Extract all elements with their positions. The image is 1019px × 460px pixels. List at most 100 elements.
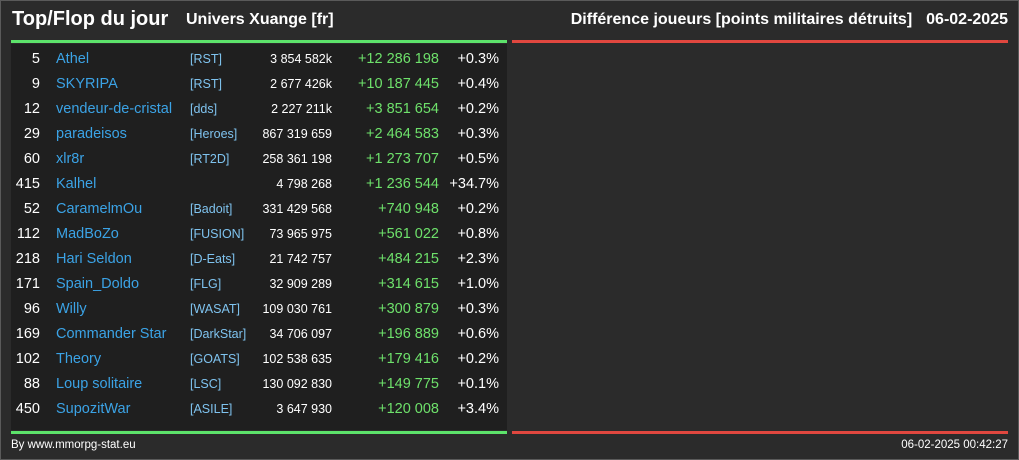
player-name-link[interactable]: CaramelmOu	[56, 201, 143, 217]
table-row: 171 Spain_Doldo [FLG] 32 909 289 +314 615 +1.…	[11, 272, 507, 297]
rank-cell: 171	[15, 276, 40, 292]
header: Top/Flop du jour Univers Xuange [fr] Dif…	[10, 6, 1008, 36]
points-cell: 331 429 568	[262, 202, 332, 216]
table-row: 29 paradeisos [Heroes] 867 319 659 +2 464 58…	[11, 122, 507, 147]
table-row: 5 Athel [RST] 3 854 582k +12 286 198 +0.3%	[11, 47, 507, 72]
difference-cell: +740 948	[378, 201, 439, 217]
rank-cell: 450	[15, 401, 40, 417]
percent-cell: +34.7%	[449, 176, 499, 192]
difference-cell: +300 879	[378, 301, 439, 317]
player-name-link[interactable]: Kalhel	[56, 176, 97, 192]
table-row: 112 MadBoZo [FUSION] 73 965 975 +561 022 +0.8…	[11, 222, 507, 247]
percent-cell: +0.3%	[457, 126, 499, 142]
alliance-tag: [dds]	[190, 102, 218, 116]
difference-cell: +1 273 707	[366, 151, 439, 167]
table-row: 102 Theory [GOATS] 102 538 635 +179 416 +0.2%	[11, 347, 507, 372]
difference-cell: +196 889	[378, 326, 439, 342]
table-row: 12 vendeur-de-cristal [dds] 2 227 211k +3 85…	[11, 97, 507, 122]
difference-cell: +2 464 583	[366, 126, 439, 142]
points-cell: 73 965 975	[269, 227, 332, 241]
percent-cell: +0.2%	[457, 101, 499, 117]
rank-cell: 218	[15, 251, 40, 267]
player-name-link[interactable]: Theory	[56, 351, 102, 367]
rank-cell: 60	[23, 151, 40, 167]
alliance-tag: [RST]	[190, 52, 222, 66]
percent-cell: +0.1%	[457, 376, 499, 392]
percent-cell: +0.2%	[457, 351, 499, 367]
difference-cell: +314 615	[378, 276, 439, 292]
rank-cell: 415	[15, 176, 40, 192]
player-name-link[interactable]: xlr8r	[56, 151, 85, 167]
difference-cell: +120 008	[378, 401, 439, 417]
points-cell: 2 677 426k	[270, 77, 332, 91]
points-cell: 102 538 635	[262, 352, 332, 366]
alliance-tag: [RST]	[190, 77, 222, 91]
alliance-tag: [Heroes]	[190, 127, 238, 141]
player-name-link[interactable]: Hari Seldon	[56, 251, 132, 267]
points-cell: 34 706 097	[269, 327, 332, 341]
percent-cell: +0.2%	[457, 201, 499, 217]
rank-cell: 102	[15, 351, 40, 367]
points-cell: 130 092 830	[262, 377, 332, 391]
footer-credit: By www.mmorpg-stat.eu	[11, 439, 136, 451]
flop-players-table	[512, 44, 1008, 430]
player-name-link[interactable]: vendeur-de-cristal	[56, 101, 173, 117]
table-row: 218 Hari Seldon [D-Eats] 21 742 757 +484 215…	[11, 247, 507, 272]
player-name-link[interactable]: SupozitWar	[56, 401, 131, 417]
player-name-link[interactable]: MadBoZo	[56, 226, 119, 242]
server-name: Univers Xuange [fr]	[186, 11, 334, 28]
page-title: Top/Flop du jour	[12, 8, 169, 30]
points-cell: 109 030 761	[262, 302, 332, 316]
difference-cell: +484 215	[378, 251, 439, 267]
alliance-tag: [WASAT]	[190, 302, 240, 316]
player-name-link[interactable]: Willy	[56, 301, 87, 317]
points-cell: 258 361 198	[262, 152, 332, 166]
points-cell: 3 854 582k	[270, 52, 332, 66]
rank-cell: 169	[15, 326, 40, 342]
table-row: 88 Loup solitaire [LSC] 130 092 830 +149 775…	[11, 372, 507, 397]
difference-cell: +1 236 544	[366, 176, 439, 192]
rank-cell: 12	[23, 101, 40, 117]
alliance-tag: [LSC]	[190, 377, 222, 391]
percent-cell: +0.3%	[457, 51, 499, 67]
points-cell: 3 647 930	[276, 402, 332, 416]
points-cell: 21 742 757	[269, 252, 332, 266]
player-name-link[interactable]: Loup solitaire	[56, 376, 143, 392]
alliance-tag: [FLG]	[190, 277, 222, 291]
points-cell: 32 909 289	[269, 277, 332, 291]
header-right: Différence joueurs [points militaires dé…	[571, 11, 1008, 29]
alliance-tag: [GOATS]	[190, 352, 240, 366]
table-row: 415 Kalhel 4 798 268 +1 236 544 +34.7%	[11, 172, 507, 197]
rank-cell: 96	[23, 301, 40, 317]
difference-cell: +3 851 654	[366, 101, 439, 117]
points-cell: 867 319 659	[262, 127, 332, 141]
player-name-link[interactable]: Commander Star	[56, 326, 167, 342]
percent-cell: +0.3%	[457, 301, 499, 317]
percent-cell: +1.0%	[457, 276, 499, 292]
percent-cell: +0.6%	[457, 326, 499, 342]
rank-cell: 5	[31, 51, 40, 67]
header-date: 06-02-2025	[926, 11, 1008, 28]
rank-cell: 29	[23, 126, 40, 142]
percent-cell: +3.4%	[457, 401, 499, 417]
points-cell: 4 798 268	[276, 177, 332, 191]
ranking-subtitle: Différence joueurs [points militaires dé…	[570, 11, 913, 28]
difference-cell: +179 416	[378, 351, 439, 367]
player-name-link[interactable]: paradeisos	[56, 126, 127, 142]
alliance-tag: [D-Eats]	[190, 252, 236, 266]
top-players-table: 5 Athel [RST] 3 854 582k +12 286 198 +0.3% 9 SK…	[11, 44, 507, 430]
player-name-link[interactable]: Athel	[56, 51, 90, 67]
player-name-link[interactable]: SKYRIPA	[56, 76, 118, 92]
footer-timestamp: 06-02-2025 00:42:27	[901, 439, 1008, 451]
table-row: 60 xlr8r [RT2D] 258 361 198 +1 273 707 +0.5%	[11, 147, 507, 172]
points-cell: 2 227 211k	[271, 102, 332, 116]
table-row: 52 CaramelmOu [Badoit] 331 429 568 +740 948 +…	[11, 197, 507, 222]
difference-cell: +12 286 198	[357, 51, 439, 67]
table-row: 9 SKYRIPA [RST] 2 677 426k +10 187 445 +0.4%	[11, 72, 507, 97]
table-row: 450 SupozitWar [ASILE] 3 647 930 +120 008 +3.…	[11, 397, 507, 422]
rank-cell: 9	[31, 76, 40, 92]
percent-cell: +0.5%	[457, 151, 499, 167]
alliance-tag: [DarkStar]	[190, 327, 247, 341]
table-row: 169 Commander Star [DarkStar] 34 706 097 +19…	[11, 322, 507, 347]
player-name-link[interactable]: Spain_Doldo	[56, 276, 140, 292]
